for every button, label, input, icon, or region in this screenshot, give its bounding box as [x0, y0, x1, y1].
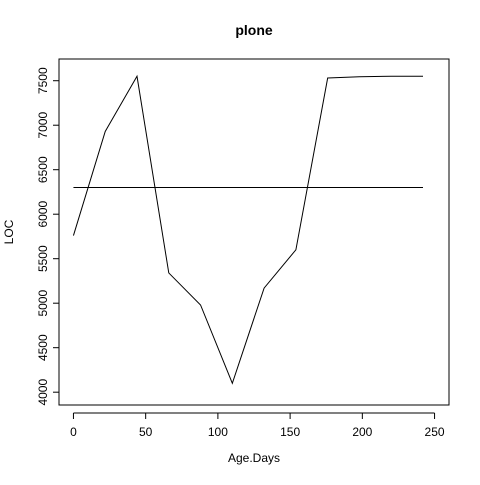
series-layer — [72, 74, 423, 385]
y-tick-label: 5000 — [36, 290, 50, 317]
y-tick-label: 4500 — [36, 334, 50, 361]
x-tick-label: 200 — [352, 425, 372, 439]
y-axis: 4000 4500 5000 5500 6000 6500 7000 7500 — [36, 67, 60, 406]
y-tick-label: 4000 — [36, 379, 50, 406]
y-tick-label: 5500 — [36, 245, 50, 272]
x-axis-label: Age.Days — [228, 451, 280, 465]
x-tick-label: 0 — [70, 425, 77, 439]
x-tick-label: 50 — [139, 425, 153, 439]
chart-title: plone — [235, 22, 273, 38]
x-tick-label: 150 — [280, 425, 300, 439]
x-tick-label: 250 — [425, 425, 445, 439]
x-axis: 0 50 100 150 200 250 — [70, 412, 445, 439]
x-tick-label: 100 — [208, 425, 228, 439]
y-tick-label: 6000 — [36, 201, 50, 228]
y-tick-label: 7000 — [36, 112, 50, 139]
y-tick-label: 6500 — [36, 156, 50, 183]
y-tick-label: 7500 — [36, 67, 50, 94]
series-line-1 — [72, 74, 423, 385]
y-axis-label: LOC — [2, 219, 16, 244]
